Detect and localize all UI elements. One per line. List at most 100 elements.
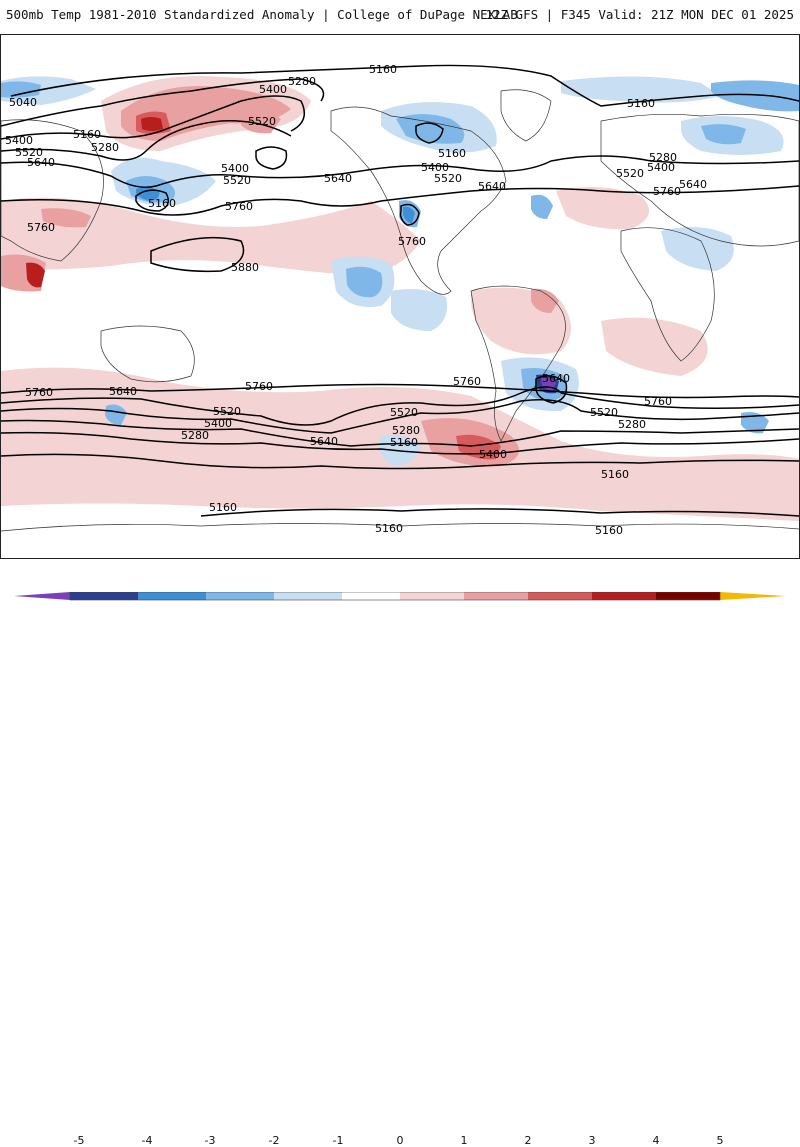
anomaly-neg3-california xyxy=(403,206,415,223)
colorbar-tick-label: -2 xyxy=(268,1134,280,1147)
coastline-antarctica xyxy=(1,523,799,532)
anomaly-pos1-atlantic xyxy=(556,187,649,230)
colorbar-tick-label: 2 xyxy=(524,1134,532,1147)
contour-5400-north xyxy=(1,95,306,140)
colorbar-bin-neg3 xyxy=(206,592,274,600)
anomaly-neg2-south-pacific-west xyxy=(105,404,127,425)
colorbar-tick-label: 0 xyxy=(396,1134,404,1147)
colorbar-tick-label: 1 xyxy=(460,1134,468,1147)
contour-label: 5520 xyxy=(213,405,241,418)
contour-label: 5880 xyxy=(231,261,259,274)
contour-5880-pacific xyxy=(150,236,245,273)
anomaly-pos1-indian-ocean xyxy=(601,317,708,376)
contour-label: 5280 xyxy=(392,424,420,437)
contour-label: 5160 xyxy=(438,147,466,160)
contour-label: 5640 xyxy=(310,435,338,448)
contour-5160-north xyxy=(10,64,799,107)
coastline-south-america xyxy=(470,285,566,442)
coastline-north-america xyxy=(330,106,507,295)
contour-label: 5040 xyxy=(9,96,37,109)
contour-label: 5160 xyxy=(601,468,629,481)
colorbar-bin-pos1 xyxy=(400,592,464,600)
contour-label: 5760 xyxy=(398,235,426,248)
contour-label: 5160 xyxy=(375,522,403,535)
colorbar-bin-pos4 xyxy=(592,592,656,600)
contour-label: 5160 xyxy=(390,436,418,449)
contour-5760-north xyxy=(1,185,799,216)
contour-label: 5280 xyxy=(649,151,677,164)
contour-5640-south xyxy=(1,386,799,426)
anomaly-neg2-arctic-west xyxy=(1,81,41,98)
contour-label: 5640 xyxy=(478,180,506,193)
colorbar-underflow-arrow xyxy=(14,592,70,600)
contour-label: 5400 xyxy=(421,161,449,174)
contour-label: 5640 xyxy=(542,372,570,385)
colorbar: -5 -4 -3 -2 -1 0 1 2 3 4 5 xyxy=(0,560,800,1147)
coastline-europe-asia xyxy=(600,113,799,247)
contour-5160-south xyxy=(1,453,799,470)
contour-5640-north xyxy=(1,155,799,188)
anomaly-pos1-north-pacific xyxy=(1,197,421,276)
contour-5160-canada-low xyxy=(415,122,444,144)
contour-5520-north xyxy=(1,120,292,161)
contour-label: 5520 xyxy=(616,167,644,180)
anomaly-pos4-asia-pacific xyxy=(26,262,45,288)
colorbar-bin-neg1 xyxy=(342,592,400,600)
contour-label: 5760 xyxy=(653,185,681,198)
colorbar-bin-pos2 xyxy=(464,592,528,600)
colorbar-bin-pos5 xyxy=(656,592,720,600)
anomaly-pos4-bering xyxy=(141,117,163,131)
contour-label: 5760 xyxy=(644,395,672,408)
colorbar-bin-neg4 xyxy=(138,592,206,600)
anomaly-neg2-europe xyxy=(701,124,746,145)
contour-label: 5160 xyxy=(148,197,176,210)
colorbar-svg xyxy=(14,592,786,601)
contour-label: 5520 xyxy=(390,406,418,419)
contour-label: 5760 xyxy=(453,375,481,388)
contour-label: 5640 xyxy=(27,156,55,169)
contour-5160-closed-low xyxy=(135,189,170,212)
contour-5280-north xyxy=(1,78,325,127)
colorbar-bin-neg2 xyxy=(274,592,342,600)
anomaly-neg2-central-pacific xyxy=(346,266,383,298)
contour-label: 5520 xyxy=(434,172,462,185)
map-title: 500mb Temp 1981-2010 Standardized Anomal… xyxy=(6,7,518,22)
contour-5400-south xyxy=(1,419,799,447)
contour-label: 5280 xyxy=(91,141,119,154)
contour-label: 5760 xyxy=(27,221,55,234)
colorbar-tick-label: -4 xyxy=(141,1134,153,1147)
contour-5520-south xyxy=(1,399,799,434)
coastline-africa xyxy=(620,227,715,362)
colorbar-tick-label: -3 xyxy=(204,1134,216,1147)
contour-label: 5160 xyxy=(369,63,397,76)
contour-label: 5760 xyxy=(245,380,273,393)
anomaly-pos2-north-pacific xyxy=(41,208,91,228)
contour-label: 5160 xyxy=(209,501,237,514)
contour-label: 5160 xyxy=(595,524,623,537)
contour-5640-south-atlantic-low xyxy=(535,375,568,404)
anomaly-neg1-east-pacific xyxy=(391,289,447,331)
contour-label: 5400 xyxy=(479,448,507,461)
contour-label: 5640 xyxy=(109,385,137,398)
contour-label: 5520 xyxy=(590,406,618,419)
contour-label: 5400 xyxy=(204,417,232,430)
colorbar-bin-pos3 xyxy=(528,592,592,600)
map-svg: 5160 5280 5400 5520 5040 5400 5520 5640 … xyxy=(1,63,799,537)
contour-5160-antarctic xyxy=(200,508,799,517)
colorbar-tick-label: 3 xyxy=(588,1134,596,1147)
contour-label: 5280 xyxy=(618,418,646,431)
coastline-asia-west xyxy=(1,119,104,262)
anomaly-pos2-south-america xyxy=(531,288,559,313)
contour-labels: 5160 5280 5400 5520 5040 5400 5520 5640 … xyxy=(5,63,707,537)
anomaly-neg1-arctic-east xyxy=(561,76,721,103)
contour-label: 5400 xyxy=(647,161,675,174)
map-panel: 5160 5280 5400 5520 5040 5400 5520 5640 … xyxy=(0,34,800,559)
anomaly-neg2-canada xyxy=(396,114,465,144)
colorbar-tick-label: 5 xyxy=(716,1134,724,1147)
contour-label: 5160 xyxy=(627,97,655,110)
anomaly-shading xyxy=(1,76,799,521)
height-contours xyxy=(1,64,799,517)
contour-5400-alaska-low xyxy=(255,146,288,170)
colorbar-tick-label: 4 xyxy=(652,1134,660,1147)
contour-5280-south xyxy=(1,431,799,455)
